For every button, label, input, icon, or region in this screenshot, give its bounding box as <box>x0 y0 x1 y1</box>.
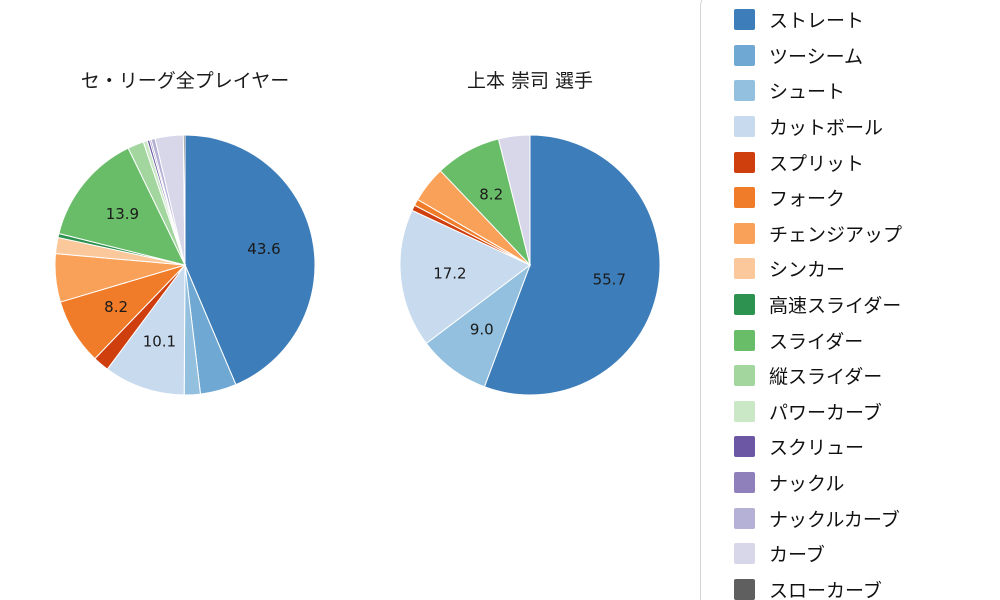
legend-label: シュート <box>769 81 846 104</box>
legend-item-curve: カーブ <box>734 536 1000 572</box>
legend-label: スローカーブ <box>769 579 882 600</box>
legend-label: スクリュー <box>769 437 865 460</box>
legend-item-power-curve: パワーカーブ <box>734 394 1000 430</box>
pie-chart-league: セ・リーグ全プレイヤー 43.6 10.1 8.2 13.9 <box>35 68 335 396</box>
legend-label: パワーカーブ <box>769 401 882 424</box>
legend-item-slider: スライダー <box>734 322 1000 358</box>
chart-title-league: セ・リーグ全プレイヤー <box>80 70 290 92</box>
legend-swatch-two-seam <box>734 44 755 66</box>
legend-label: フォーク <box>769 188 846 211</box>
legend-swatch-changeup <box>734 222 755 244</box>
legend-item-shuuto: シュート <box>734 73 1000 109</box>
legend-label: カットボール <box>769 117 884 140</box>
legend-swatch-straight <box>734 9 755 31</box>
legend-swatch-screw <box>734 436 755 458</box>
pie-value-label-straight: 43.6 <box>247 240 280 258</box>
legend-label: 高速スライダー <box>769 295 902 318</box>
legend-label: スプリット <box>769 152 865 175</box>
pitch-type-legend: ストレートツーシームシュートカットボール スプリットフォークチェンジアップ シンカー… <box>700 0 1000 600</box>
pie-value-label-straight: 55.7 <box>593 270 626 288</box>
legend-swatch-fork <box>734 187 755 209</box>
legend-item-slow-curve: スローカーブ <box>734 572 1000 600</box>
legend-label: カーブ <box>769 544 825 567</box>
pie-slice-cut-ball <box>106 263 186 396</box>
pie-league-svg: 43.6 10.1 8.2 13.9 <box>54 134 316 396</box>
legend-swatch-curve <box>734 543 755 565</box>
pie-chart-player: 上本 崇司 選手 55.7 9.0 17.2 8.2 <box>380 68 680 396</box>
legend-item-sinker: シンカー <box>734 251 1000 287</box>
pie-slice-slow-curve <box>182 134 186 266</box>
legend-item-cut-ball: カットボール <box>734 109 1000 145</box>
legend-label: ツーシーム <box>769 45 864 68</box>
legend-swatch-power-curve <box>734 400 755 422</box>
legend-swatch-shuuto <box>734 80 755 102</box>
legend-swatch-slow-curve <box>734 578 755 600</box>
legend-item-two-seam: ツーシーム <box>734 38 1000 74</box>
legend-swatch-slider <box>734 329 755 351</box>
chart-title-player: 上本 崇司 選手 <box>466 70 594 92</box>
legend-item-fork: フォーク <box>734 180 1000 216</box>
legend-swatch-knuckle <box>734 472 755 494</box>
legend-swatch-cut-ball <box>734 116 755 138</box>
legend-label: スライダー <box>769 330 864 353</box>
legend-label: ストレート <box>769 10 865 33</box>
pie-value-label-shuuto: 9.0 <box>470 321 494 339</box>
pie-value-label-fork: 8.2 <box>104 298 128 316</box>
legend-item-knuckle: ナックル <box>734 465 1000 501</box>
legend-swatch-vertical-slider <box>734 365 755 387</box>
pie-slice-straight <box>184 134 316 386</box>
legend-swatch-knuckle-curve <box>734 507 755 529</box>
legend-label: ナックルカーブ <box>769 508 900 531</box>
legend-item-knuckle-curve: ナックルカーブ <box>734 500 1000 536</box>
pie-slice-straight <box>483 134 661 396</box>
legend-item-fast-slider: 高速スライダー <box>734 287 1000 323</box>
pie-slice-cut-ball <box>399 209 531 345</box>
legend-item-split: スプリット <box>734 144 1000 180</box>
pie-value-label-slider: 8.2 <box>479 185 503 203</box>
pie-slice-slider <box>58 147 186 266</box>
pie-value-label-cut-ball: 10.1 <box>143 332 176 350</box>
pie-value-label-slider: 13.9 <box>106 205 139 223</box>
legend-item-screw: スクリュー <box>734 429 1000 465</box>
pie-value-label-cut-ball: 17.2 <box>433 265 466 283</box>
legend-label: 縦スライダー <box>769 366 883 389</box>
pie-slice-curve <box>497 134 531 266</box>
pie-player-svg: 55.7 9.0 17.2 8.2 <box>399 134 661 396</box>
legend-label: ナックル <box>769 473 845 496</box>
legend-swatch-split <box>734 151 755 173</box>
legend-swatch-sinker <box>734 258 755 280</box>
legend-item-vertical-slider: 縦スライダー <box>734 358 1000 394</box>
legend-item-straight: ストレート <box>734 2 1000 38</box>
legend-item-changeup: チェンジアップ <box>734 216 1000 252</box>
legend-label: チェンジアップ <box>769 223 903 246</box>
legend-swatch-fast-slider <box>734 294 755 316</box>
legend-label: シンカー <box>769 259 846 282</box>
